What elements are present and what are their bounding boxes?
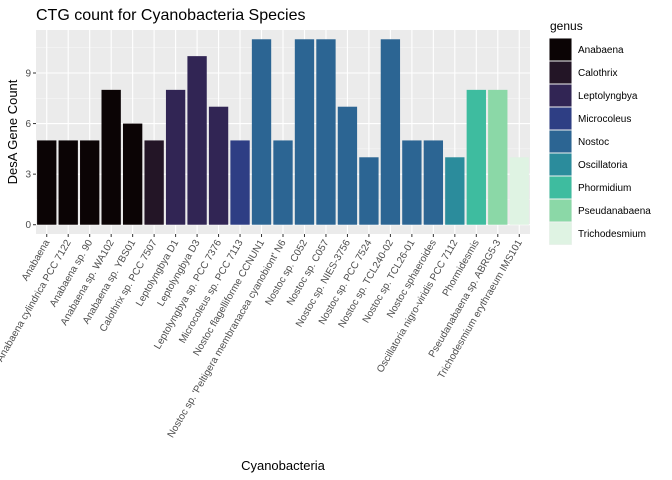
- bar: [380, 39, 401, 225]
- legend-title: genus: [550, 19, 583, 33]
- legend-swatch: [549, 107, 572, 130]
- legend-label: Anabaena: [578, 45, 624, 56]
- legend-label: Trichodesmium: [578, 229, 646, 240]
- legend-swatch: [549, 38, 572, 61]
- bar: [165, 89, 186, 225]
- bar: [273, 140, 293, 225]
- legend-swatch: [549, 61, 572, 84]
- y-tick-label: 9: [25, 68, 31, 79]
- x-axis-title: Cyanobacteria: [241, 458, 326, 473]
- legend-swatch: [549, 130, 572, 153]
- bar: [187, 56, 207, 225]
- y-tick-label: 6: [25, 119, 31, 130]
- bar: [101, 89, 121, 225]
- bar: [144, 140, 164, 225]
- bar: [122, 123, 143, 225]
- legend-label: Calothrix: [578, 68, 617, 79]
- chart-title: CTG count for Cyanobacteria Species: [36, 7, 305, 24]
- bar: [230, 140, 250, 225]
- legend-swatch: [549, 84, 572, 107]
- bar: [208, 106, 229, 225]
- bar: [488, 89, 508, 225]
- legend-label: Leptolyngbya: [578, 91, 638, 102]
- y-tick-label: 0: [25, 220, 31, 231]
- bar: [423, 140, 444, 225]
- bar: [466, 89, 486, 225]
- legend-swatch: [549, 222, 572, 245]
- bar: [80, 140, 100, 225]
- bar: [359, 157, 379, 225]
- bars: [37, 39, 529, 225]
- bar: [58, 140, 78, 225]
- bar: [509, 157, 529, 225]
- legend: genus Anabaena Calothrix Leptolyngbya Micro…: [549, 19, 651, 245]
- legend-label: Phormidium: [578, 183, 631, 194]
- bar: [402, 140, 422, 225]
- bar: [37, 140, 57, 225]
- bar: [251, 39, 272, 225]
- bar: [445, 157, 465, 225]
- legend-swatch: [549, 153, 572, 176]
- legend-label: Microcoleus: [578, 114, 631, 125]
- legend-label: Nostoc: [578, 137, 609, 148]
- bar: [294, 39, 315, 225]
- legend-swatch: [549, 176, 572, 199]
- bar: [316, 39, 336, 225]
- legend-label: Pseudanabaena: [578, 206, 651, 217]
- y-tick-label: 3: [25, 170, 31, 181]
- bar: [337, 106, 358, 225]
- legend-label: Oscillatoria: [578, 160, 628, 171]
- y-axis: 0 3 6 9: [25, 68, 36, 231]
- legend-swatch: [549, 199, 572, 222]
- y-axis-title: DesA Gene Count: [5, 79, 20, 184]
